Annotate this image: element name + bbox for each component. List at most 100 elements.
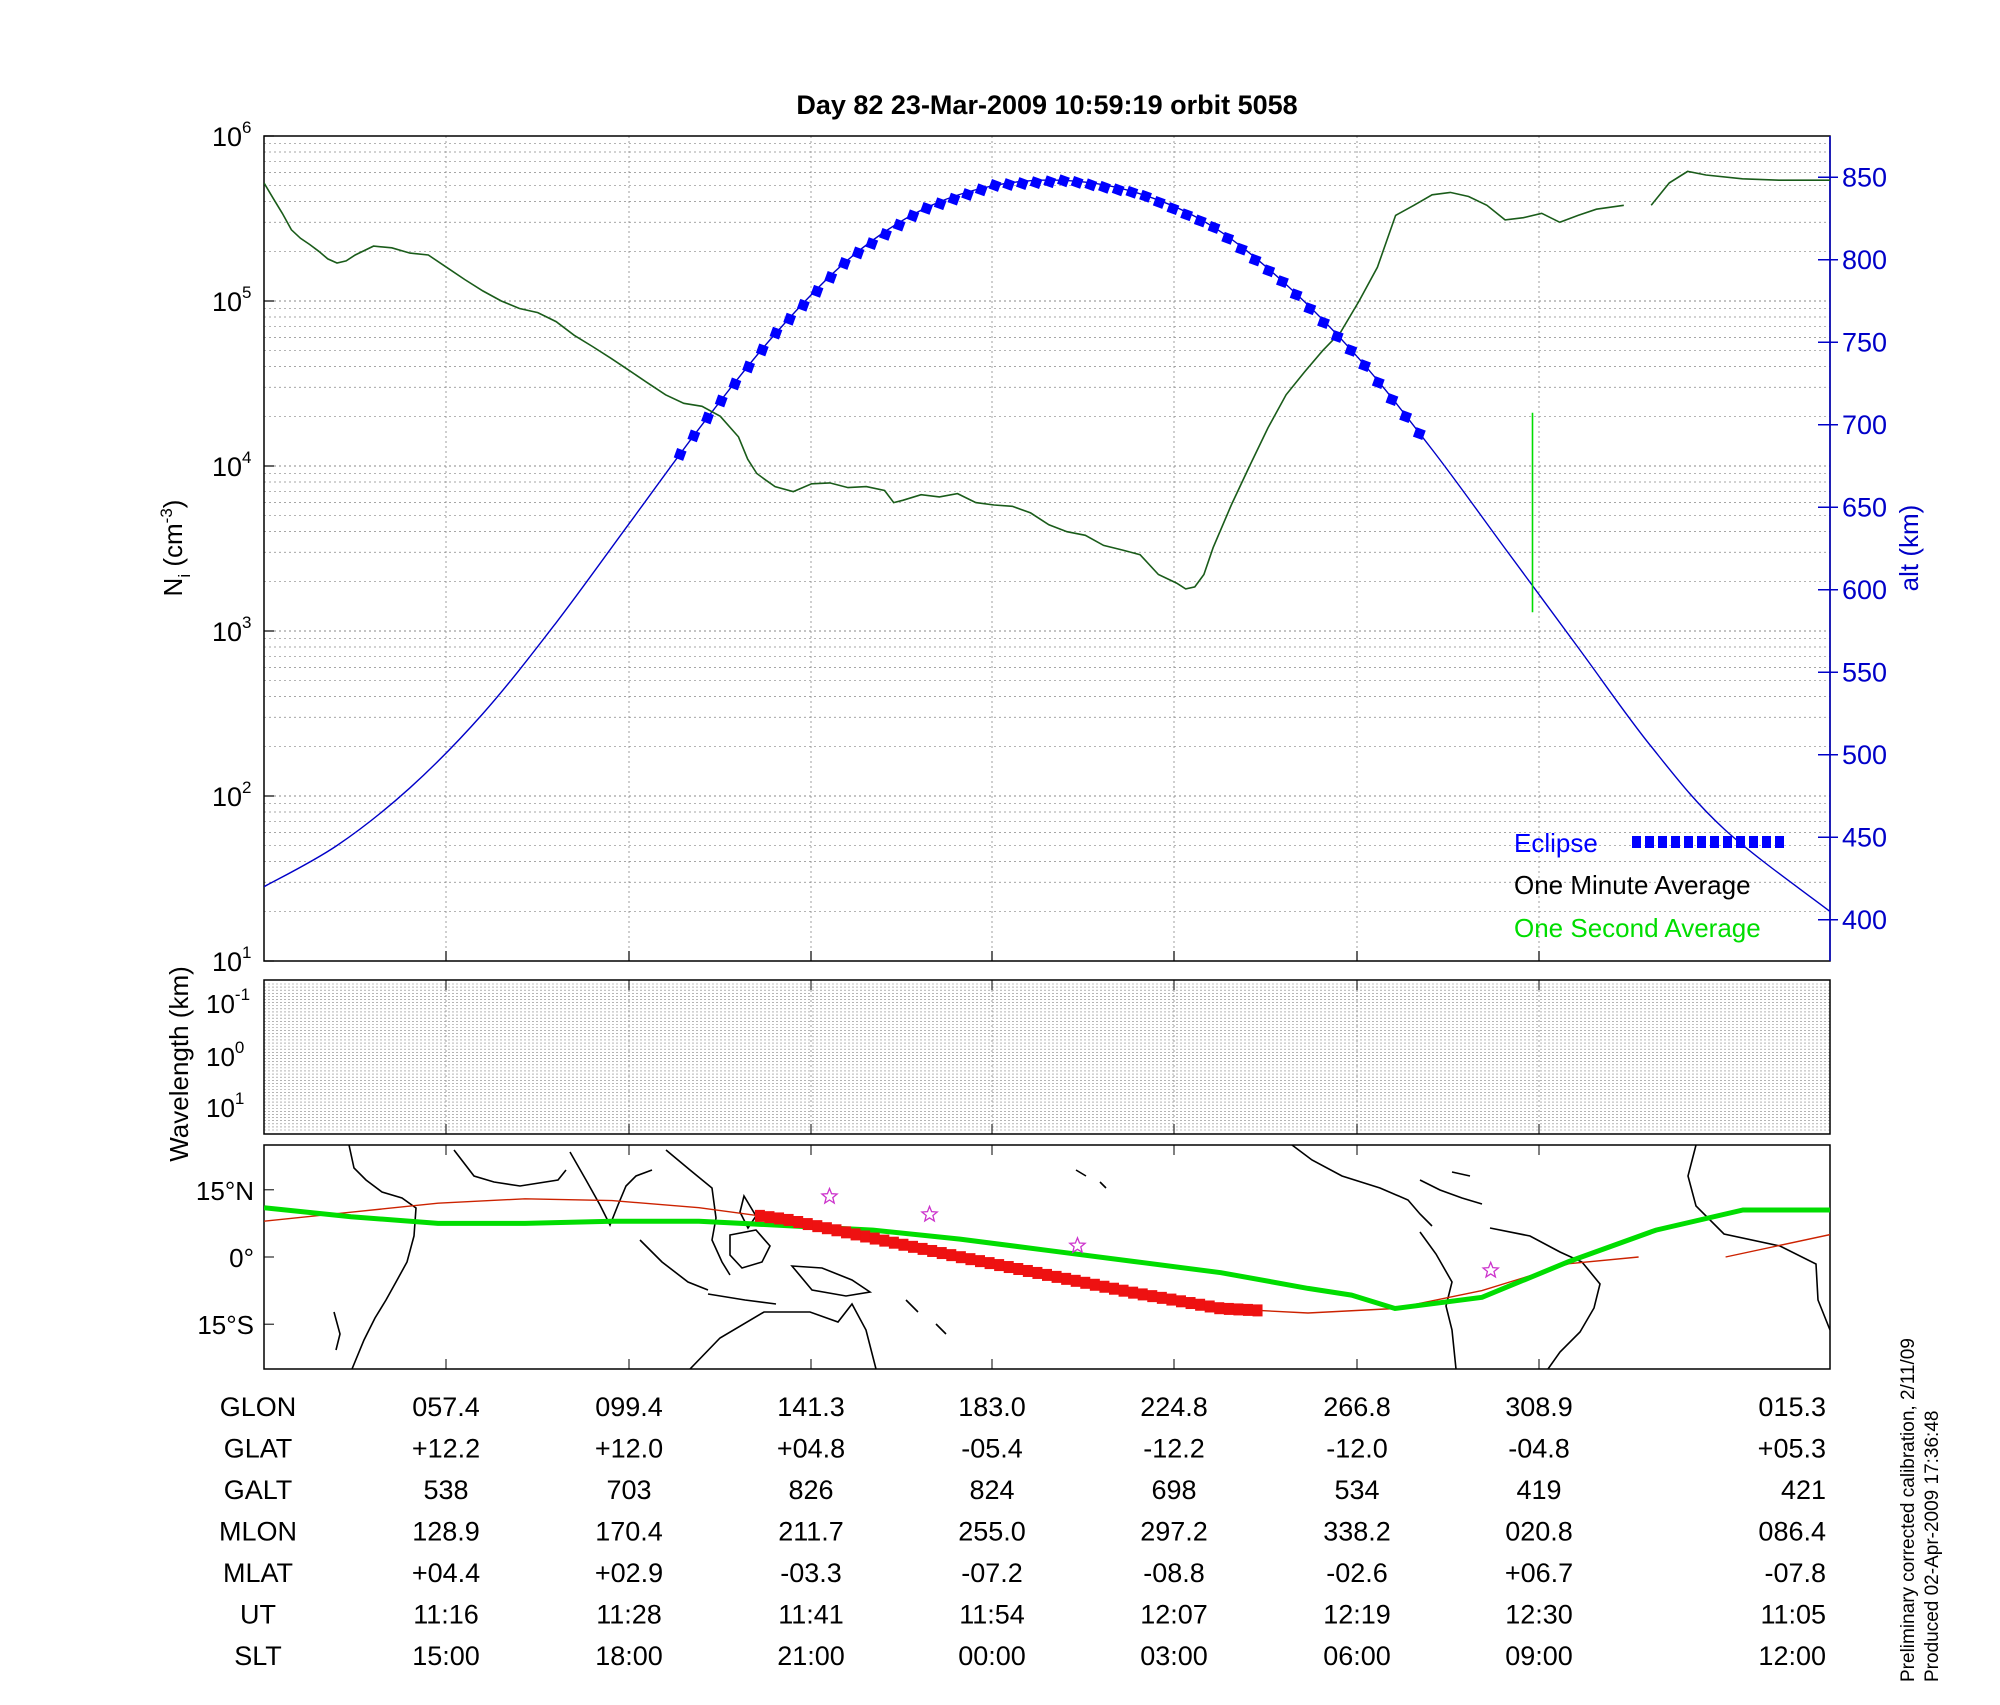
map-eclipse-marker bbox=[831, 1224, 842, 1237]
ephemeris-cell: 11:41 bbox=[778, 1600, 844, 1630]
ephemeris-cell: 266.8 bbox=[1323, 1392, 1391, 1422]
ephemeris-cell: 11:54 bbox=[959, 1600, 1025, 1630]
spectrogram-tick-label: 101 bbox=[206, 1089, 244, 1123]
ephemeris-table: GLON 057.4 099.4 141.3 183.0 224.8 266.8 308.9 0… bbox=[219, 1392, 1826, 1671]
y-tick-label: 106 bbox=[212, 118, 252, 152]
legend: Eclipse One Minute Average One Second Av… bbox=[1514, 828, 1784, 943]
y2-tick-label: 850 bbox=[1842, 162, 1887, 192]
eclipse-marker bbox=[1371, 376, 1385, 389]
coast-indochina bbox=[665, 1149, 731, 1276]
map-eclipse-marker bbox=[1166, 1293, 1177, 1306]
eclipse-marker bbox=[1262, 264, 1276, 278]
ephemeris-cell: -05.4 bbox=[961, 1434, 1023, 1464]
map-eclipse-marker bbox=[774, 1212, 785, 1225]
map-eclipse-marker bbox=[927, 1244, 938, 1257]
legend-one-minute: One Minute Average bbox=[1514, 870, 1751, 900]
map-eclipse-marker bbox=[1099, 1280, 1110, 1293]
ylabel-sub: i bbox=[175, 574, 194, 578]
map-eclipse-marker bbox=[793, 1216, 804, 1229]
eclipse-markers bbox=[673, 174, 1426, 461]
map-eclipse-marker bbox=[1070, 1274, 1081, 1287]
ephemeris-cell: +04.8 bbox=[777, 1434, 845, 1464]
coast-pacific-islands bbox=[905, 1169, 1107, 1335]
ephemeris-cell: 538 bbox=[423, 1475, 468, 1505]
density-panel-grid bbox=[264, 136, 1830, 962]
map-eclipse-marker bbox=[1137, 1288, 1148, 1301]
legend-eclipse-swatch-mark bbox=[1749, 836, 1758, 848]
eclipse-marker bbox=[824, 270, 838, 284]
map-eclipse-marker bbox=[1128, 1286, 1139, 1299]
eclipse-marker bbox=[1385, 393, 1399, 406]
eclipse-marker bbox=[1057, 174, 1070, 188]
map-eclipse-marker bbox=[994, 1259, 1005, 1272]
eclipse-marker bbox=[1399, 410, 1413, 423]
ephemeris-cell: 11:16 bbox=[413, 1600, 479, 1630]
map-star-marker bbox=[1068, 1236, 1087, 1254]
eclipse-marker bbox=[988, 179, 1002, 192]
ephemeris-cell: -04.8 bbox=[1508, 1434, 1570, 1464]
map-eclipse-marker bbox=[821, 1222, 832, 1235]
ephemeris-cell: 06:00 bbox=[1323, 1641, 1391, 1671]
ephemeris-cell: +12.0 bbox=[595, 1434, 663, 1464]
eclipse-marker bbox=[1193, 214, 1207, 228]
eclipse-marker bbox=[1207, 221, 1221, 234]
coastlines bbox=[333, 1145, 1830, 1369]
footer-produced: Produced 02-Apr-2009 17:36:48 bbox=[1922, 1411, 1943, 1682]
ephemeris-cell: 12:19 bbox=[1323, 1600, 1391, 1630]
ephemeris-cell: 020.8 bbox=[1505, 1517, 1573, 1547]
eclipse-marker bbox=[810, 284, 824, 298]
ephemeris-cell: -08.8 bbox=[1143, 1558, 1205, 1588]
map-geographic-track-tail bbox=[1725, 1233, 1830, 1258]
eclipse-marker bbox=[1289, 288, 1303, 302]
ephemeris-cell: 338.2 bbox=[1323, 1517, 1391, 1547]
ylabel-unit-exp: -3 bbox=[157, 508, 176, 523]
eclipse-marker bbox=[769, 326, 783, 340]
ylabel-main: N bbox=[158, 578, 188, 597]
ephemeris-cell: 11:05 bbox=[1760, 1600, 1826, 1630]
map-eclipse-marker bbox=[1175, 1295, 1186, 1308]
ephemeris-row-label: MLAT bbox=[223, 1558, 293, 1588]
ephemeris-cell: 00:00 bbox=[958, 1641, 1026, 1671]
y2-tick-label: 600 bbox=[1842, 575, 1887, 605]
ephemeris-cell: 15:00 bbox=[412, 1641, 480, 1671]
eclipse-marker bbox=[1234, 242, 1248, 256]
eclipse-marker bbox=[1084, 178, 1098, 192]
eclipse-marker bbox=[1358, 359, 1371, 372]
legend-eclipse-swatch-mark bbox=[1697, 836, 1706, 848]
map-star-marker bbox=[820, 1186, 839, 1205]
ephemeris-cell: 211.7 bbox=[778, 1517, 844, 1547]
ylabel-unit-close: ) bbox=[158, 500, 188, 509]
ephemeris-cell: 18:00 bbox=[595, 1641, 663, 1671]
eclipse-marker bbox=[1139, 189, 1152, 203]
map-star-markers bbox=[820, 1186, 1500, 1279]
ephemeris-cell: 170.4 bbox=[595, 1517, 663, 1547]
right-axis-label: alt (km) bbox=[1894, 505, 1924, 592]
ephemeris-cell: 11:28 bbox=[596, 1600, 662, 1630]
ephemeris-row-label: GLAT bbox=[224, 1434, 293, 1464]
eclipse-marker bbox=[1248, 253, 1262, 267]
ephemeris-row-label: GLON bbox=[220, 1392, 297, 1422]
eclipse-marker bbox=[947, 192, 961, 206]
ephemeris-row-label: MLON bbox=[219, 1517, 297, 1547]
eclipse-marker bbox=[1111, 183, 1125, 197]
right-axis-ticks: 400 450 500 550 600 650 700 750 800 850 bbox=[1818, 162, 1887, 935]
ephemeris-row-label: GALT bbox=[224, 1475, 293, 1505]
map-eclipse-marker bbox=[946, 1249, 957, 1262]
spectrogram-frame bbox=[263, 979, 1831, 1135]
density-line-one-minute bbox=[264, 182, 1624, 590]
ephemeris-cell: 534 bbox=[1334, 1475, 1379, 1505]
coast-caribbean bbox=[1419, 1171, 1483, 1205]
ephemeris-cell: 421 bbox=[1781, 1475, 1826, 1505]
coast-borneo bbox=[729, 1229, 771, 1269]
ephemeris-cell: +05.3 bbox=[1758, 1434, 1826, 1464]
ephemeris-cell: 12:00 bbox=[1758, 1641, 1826, 1671]
eclipse-marker bbox=[1412, 427, 1426, 440]
eclipse-marker bbox=[1303, 302, 1317, 316]
y2-tick-label: 550 bbox=[1842, 657, 1887, 687]
ephemeris-cell: 12:07 bbox=[1140, 1600, 1208, 1630]
map-eclipse-marker bbox=[850, 1228, 861, 1241]
eclipse-marker bbox=[1098, 180, 1111, 194]
map-eclipse-marker bbox=[812, 1220, 823, 1233]
coast-arabia bbox=[453, 1149, 567, 1187]
